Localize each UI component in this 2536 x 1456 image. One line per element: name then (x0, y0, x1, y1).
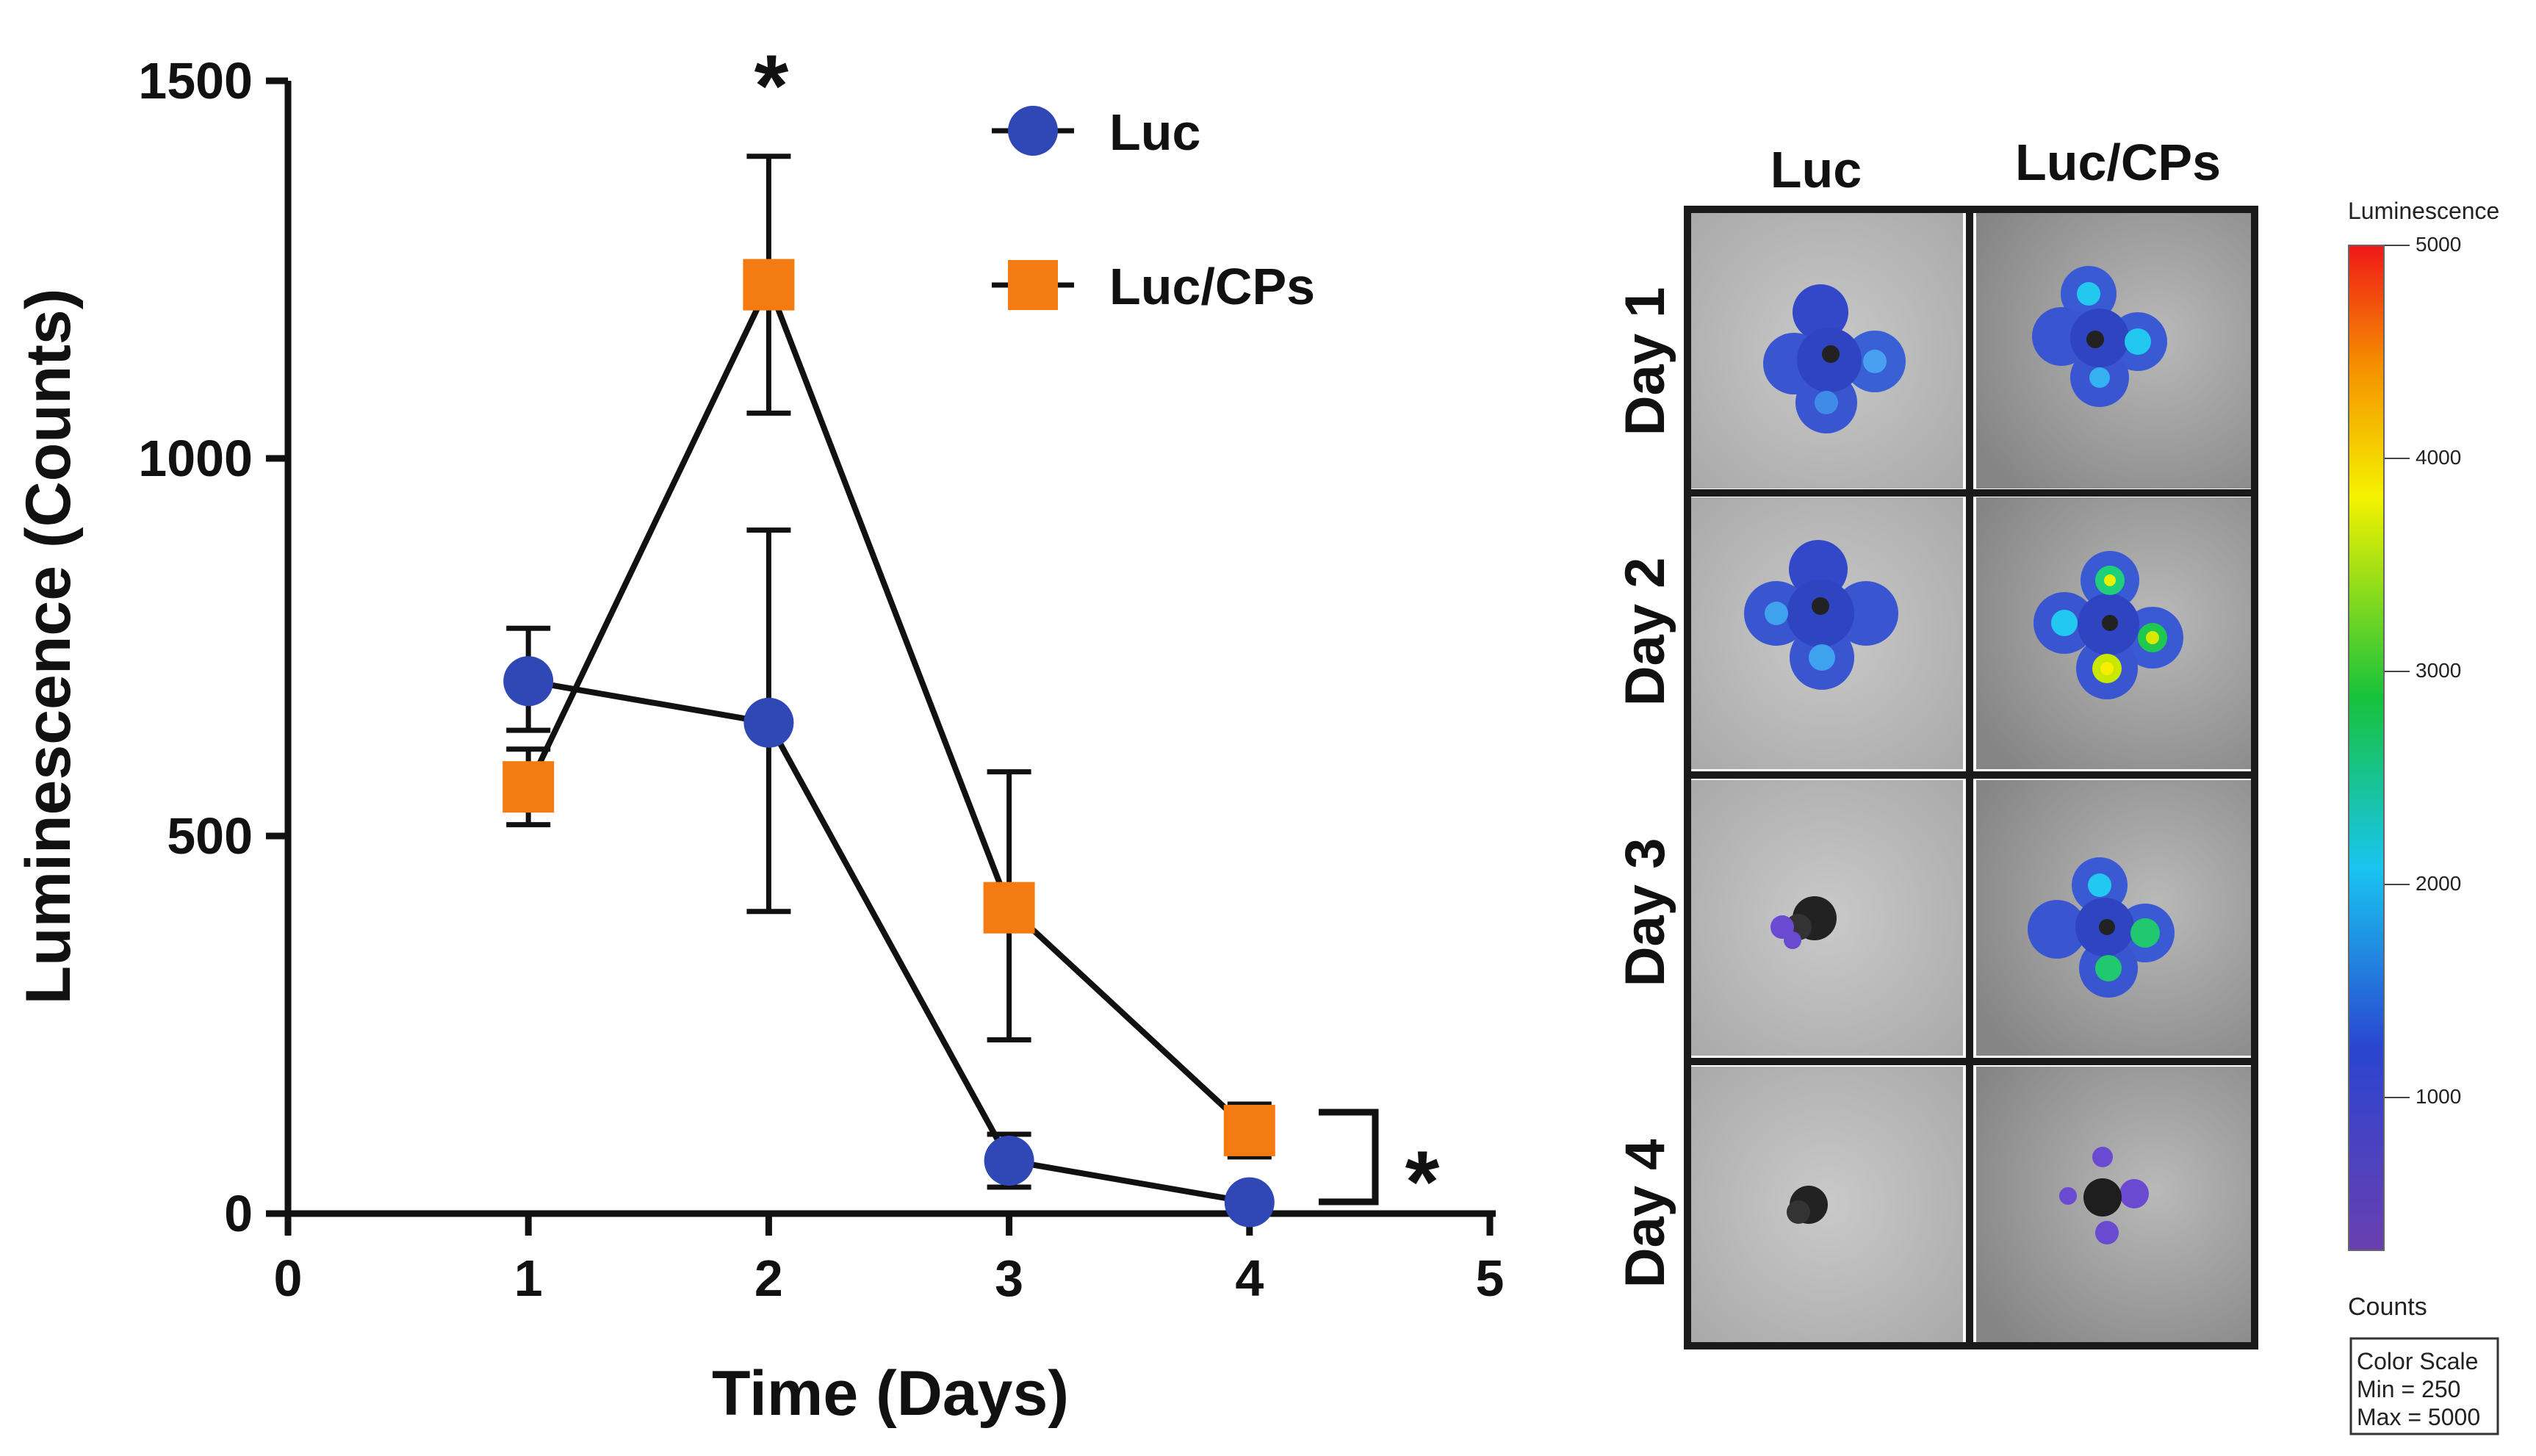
data-point (984, 1136, 1034, 1186)
series-luccps (502, 154, 1275, 1160)
column-label-luccps: Luc/CPs (2015, 134, 2221, 191)
column-label-luc: Luc (1770, 141, 1862, 198)
data-point (1224, 1177, 1275, 1228)
row-label-day4: Day 4 (1614, 1139, 1676, 1289)
y-tick-label: 500 (167, 807, 253, 865)
colorbar-tick-2000: 2000 (2416, 872, 2461, 895)
series-layer (502, 154, 1275, 1228)
series-line (525, 281, 1252, 1133)
y-axis-title: Luminescence (Counts) (13, 289, 84, 1005)
imaging-panel: Luc Luc/CPs Day 1 Day 2 Day 3 Day 4 (1614, 134, 2499, 1435)
colorbar-tick-4000: 4000 (2416, 446, 2461, 469)
row-label-day2: Day 2 (1614, 558, 1676, 707)
significance-star-day4: * (1405, 1133, 1440, 1231)
color-scale-box (2349, 1337, 2499, 1435)
x-axis-title: Time (Days) (712, 1358, 1069, 1429)
data-point (743, 697, 794, 748)
colorbar-tick-1000: 1000 (2416, 1085, 2461, 1108)
row-label-day3: Day 3 (1614, 838, 1676, 987)
data-point (1223, 1104, 1275, 1156)
data-point (743, 259, 795, 311)
colorbar-ticks: 5000 4000 3000 2000 1000 (2385, 233, 2461, 1108)
colorbar-gradient (2348, 245, 2385, 1251)
x-tick-label: 1 (514, 1250, 543, 1307)
y-tick-label: 1000 (138, 430, 253, 487)
significance-bracket (1319, 1109, 1379, 1205)
color-scale-line2: Min = 250 (2357, 1376, 2460, 1402)
signal-luc-day1 (1763, 284, 1906, 433)
colorbar-tick-5000: 5000 (2416, 233, 2461, 256)
signal-luccps-day4 (2059, 1147, 2149, 1244)
significance-star-day2: * (754, 37, 789, 135)
data-point (502, 761, 555, 813)
signal-luc-day3 (1770, 896, 1837, 949)
signal-luccps-day3 (2028, 857, 2175, 998)
series-luc (503, 527, 1275, 1228)
x-tick-label: 5 (1476, 1250, 1505, 1307)
tile-grid-frame (1684, 206, 2258, 1349)
color-scale-line1: Color Scale (2357, 1348, 2478, 1374)
signal-luccps-day1 (2032, 266, 2167, 407)
series-line (527, 678, 1250, 1205)
signal-luc-day2 (1744, 540, 1898, 690)
data-point (503, 656, 554, 707)
x-tick-label: 0 (274, 1250, 303, 1307)
colorbar-title: Luminescence (2348, 198, 2499, 224)
y-tick-label: 1500 (138, 52, 253, 109)
x-tick-label: 3 (995, 1250, 1023, 1307)
line-chart: 0 500 1000 1500 0 1 2 3 4 5 Luminescence (Counts… (13, 37, 1504, 1429)
color-scale-line3: Max = 5000 (2357, 1404, 2480, 1430)
x-tick-label: 2 (754, 1250, 783, 1307)
legend-luc-label: Luc (1109, 104, 1200, 161)
signal-luc-day4 (1787, 1186, 1828, 1224)
data-point (983, 882, 1035, 934)
legend-luc-marker (1008, 106, 1058, 156)
legend-luccps-marker (1008, 260, 1058, 310)
colorbar-unit: Counts (2348, 1293, 2427, 1321)
y-tick-label: 0 (224, 1185, 253, 1242)
y-axis-ticks: 0 500 1000 1500 (138, 52, 288, 1242)
signal-luccps-day2 (2034, 551, 2183, 699)
row-label-day1: Day 1 (1614, 287, 1676, 436)
x-axis-ticks: 0 1 2 3 4 5 (274, 1214, 1505, 1307)
legend: Luc Luc/CPs (992, 104, 1315, 315)
legend-luccps-label: Luc/CPs (1109, 258, 1315, 315)
colorbar-tick-3000: 3000 (2416, 659, 2461, 682)
x-tick-label: 4 (1235, 1250, 1264, 1307)
